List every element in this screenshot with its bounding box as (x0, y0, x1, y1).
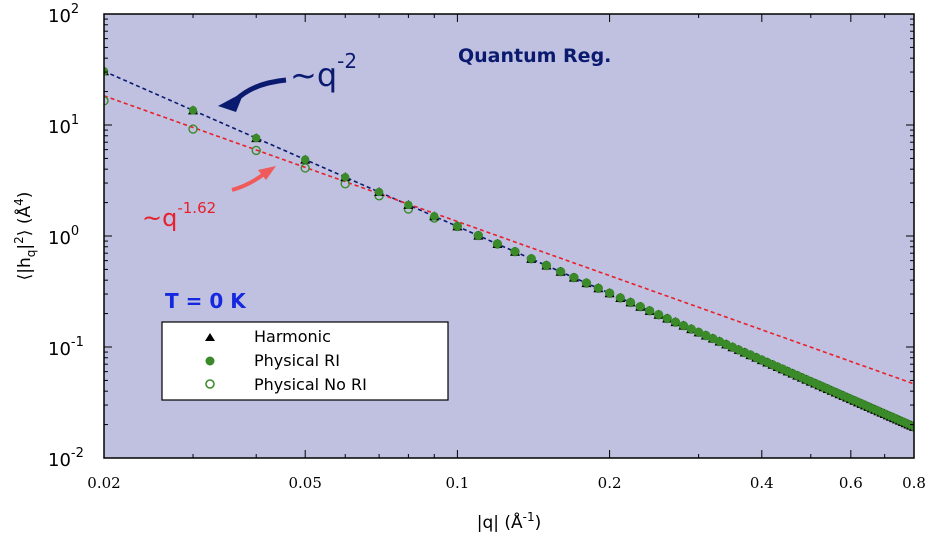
point-physical-ri (671, 317, 680, 327)
legend-label-harmonic: Harmonic (254, 327, 331, 346)
legend-label-physical-ri: Physical RI (254, 351, 340, 370)
point-physical-ri (694, 328, 703, 337)
point-physical-ri (645, 306, 654, 316)
point-physical-ri (636, 302, 645, 311)
point-physical-ri (493, 239, 502, 249)
point-physical-ri (104, 67, 109, 76)
point-physical-ri (701, 331, 711, 340)
temperature-annotation: T = 0 K (165, 289, 247, 313)
point-physical-ri (252, 133, 261, 143)
legend-marker-physical-no-ri (205, 379, 215, 389)
point-physical-ri (569, 273, 579, 282)
point-physical-ri (686, 324, 696, 334)
point-physical-ri (626, 298, 635, 307)
y-tick-label: 10-1 (48, 335, 84, 360)
arrow-head-q-minus-1-62 (258, 166, 276, 180)
point-physical-ri (654, 310, 663, 319)
y-tick-label: 101 (48, 113, 79, 138)
x-tick-label: 0.1 (445, 474, 469, 492)
slope-label-q-minus-2: ~q-2 (290, 49, 357, 94)
point-physical-ri (341, 172, 350, 182)
point-physical-ri (582, 278, 591, 288)
x-tick-label: 0.05 (288, 474, 321, 492)
point-physical-ri (663, 314, 672, 323)
point-physical-ri (188, 106, 198, 115)
y-axis-label: ⟨|hq|2⟩ (Å4) (12, 192, 38, 281)
point-physical-ri (510, 247, 520, 256)
point-physical-no-ri (188, 124, 198, 134)
legend-label-physical-no-ri: Physical No RI (254, 375, 367, 394)
point-physical-ri (453, 222, 462, 231)
point-physical-ri (616, 293, 625, 303)
x-tick-label: 0.2 (598, 474, 622, 492)
point-physical-no-ri (300, 163, 310, 173)
x-tick-label: 0.8 (902, 474, 926, 492)
point-physical-ri (556, 267, 565, 276)
point-physical-ri (527, 254, 536, 264)
point-physical-ri (679, 321, 688, 330)
legend-marker-physical-ri (205, 356, 215, 366)
point-physical-ri (374, 187, 384, 197)
y-tick-label: 102 (48, 2, 79, 27)
x-tick-label: 0.4 (750, 474, 774, 492)
arrow-head-q-minus-2 (218, 92, 244, 112)
point-physical-ri (474, 231, 483, 240)
point-physical-ri (542, 261, 551, 270)
regime-annotation: Quantum Reg. (458, 45, 611, 67)
point-physical-ri (594, 284, 603, 293)
legend-marker-harmonic (205, 333, 215, 341)
slope-label-q-minus-1-62: ~q-1.62 (142, 199, 216, 232)
fit-line-q-minus-1-62 (104, 95, 914, 385)
point-physical-ri (605, 289, 614, 298)
point-physical-no-ri (104, 96, 109, 106)
arrow-q-minus-1-62 (231, 172, 266, 192)
point-physical-ri (404, 200, 413, 210)
x-axis-label: |q| (Å-1) (477, 510, 542, 533)
point-physical-ri (430, 212, 439, 221)
point-physical-ri (708, 334, 718, 343)
point-physical-ri (300, 155, 310, 164)
legend: Harmonic Physical RI Physical No RI (161, 321, 449, 401)
point-physical-no-ri (251, 145, 261, 156)
y-tick-label: 10-2 (48, 446, 84, 471)
x-tick-label: 0.6 (839, 474, 863, 492)
y-tick-label: 100 (48, 224, 79, 249)
x-tick-label: 0.02 (87, 474, 120, 492)
